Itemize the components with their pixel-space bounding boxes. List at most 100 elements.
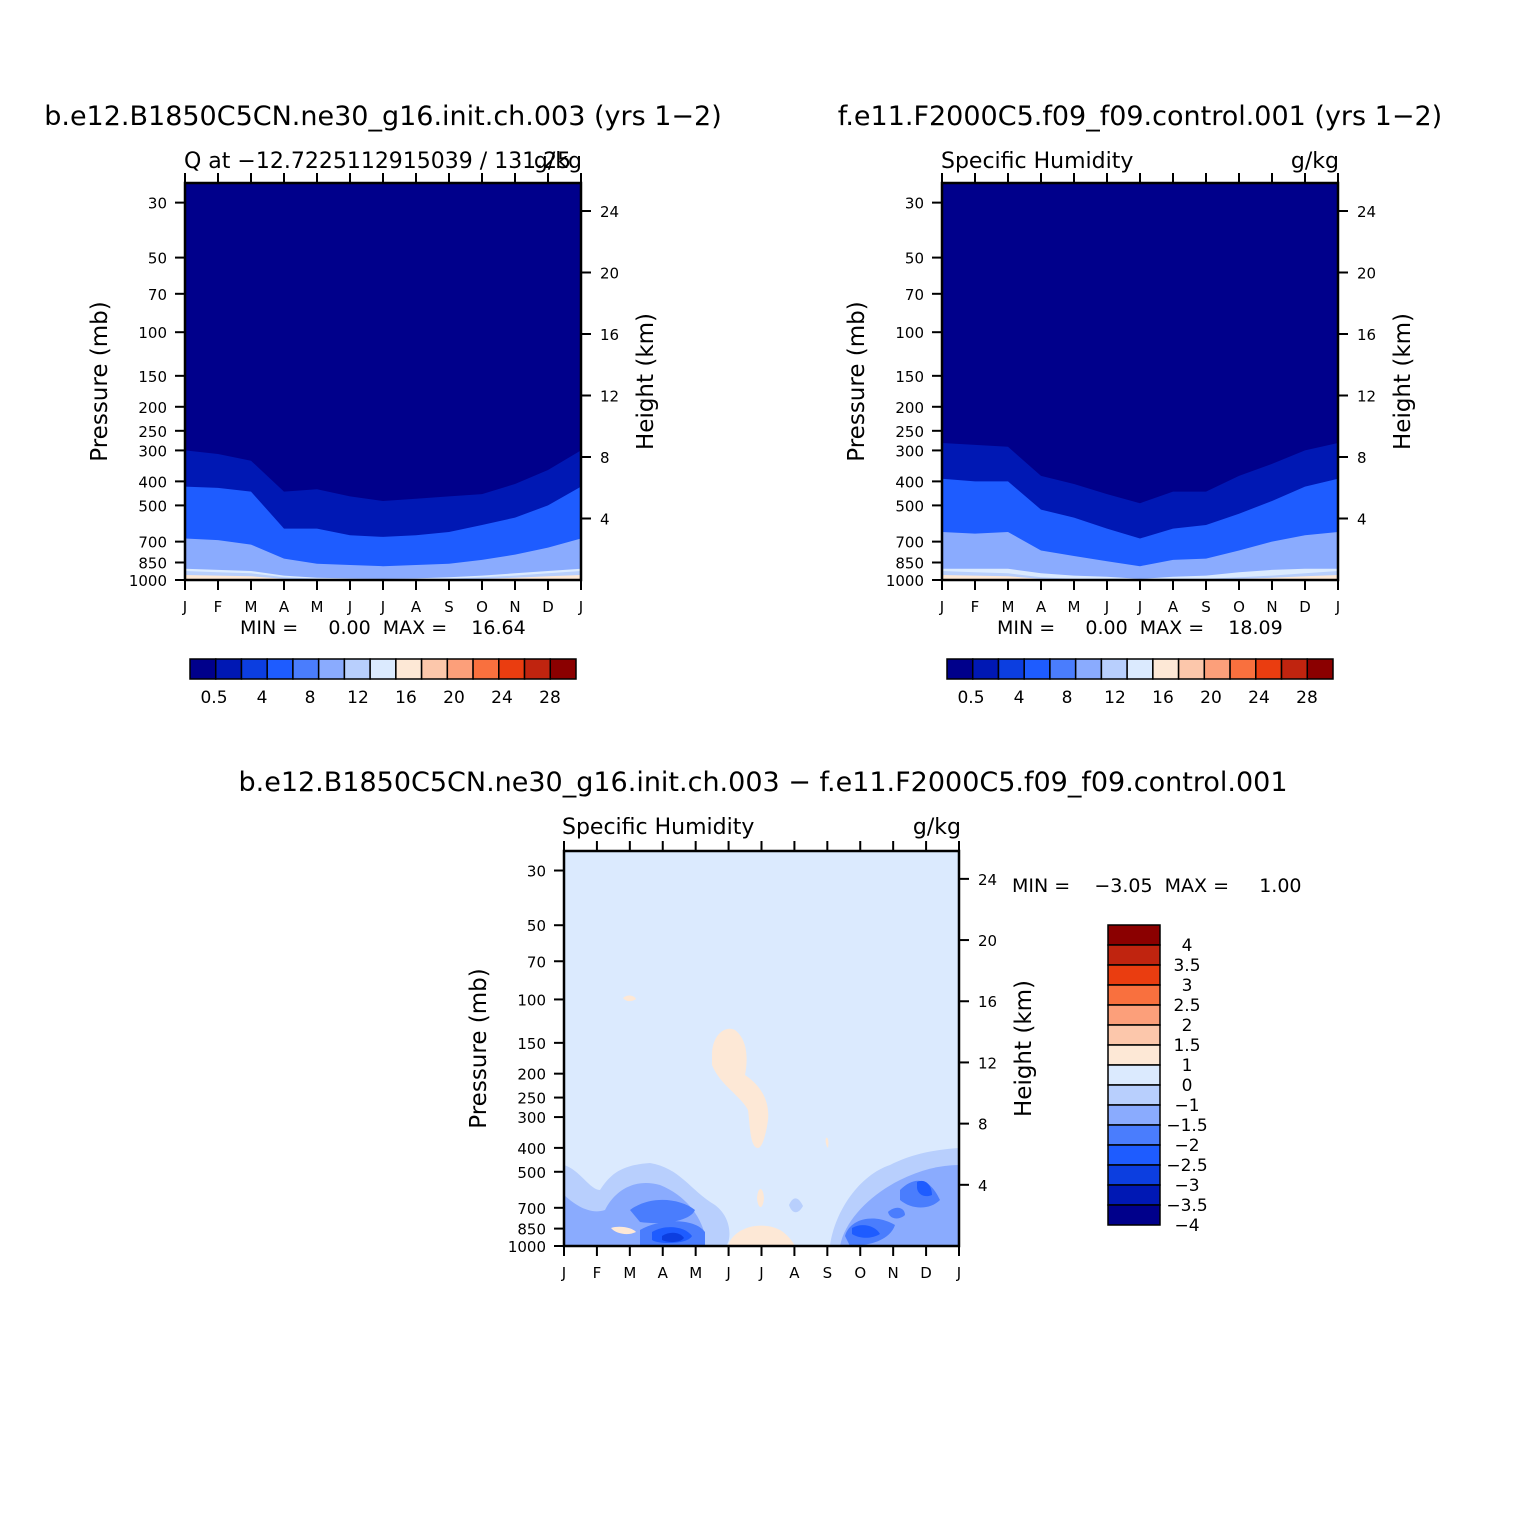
x-tick-label: M — [1068, 598, 1081, 616]
colorbar-label: −1.5 — [1166, 1116, 1207, 1136]
colorbar-swatch — [1107, 984, 1161, 1006]
colorbar-swatch — [498, 658, 526, 680]
x-tick-label: D — [542, 598, 554, 616]
x-tick-label: J — [1335, 598, 1340, 616]
y2-tick-label: 24 — [1357, 203, 1376, 221]
y2-tick-label: 8 — [600, 449, 610, 467]
colorbar-swatch — [1023, 658, 1051, 680]
x-tick-label: J — [939, 598, 944, 616]
colorbar-swatch — [1255, 658, 1283, 680]
contour-fill-group — [564, 851, 959, 1246]
contour-pos-upper-tongue — [712, 1028, 769, 1148]
panel-units: g/kg — [913, 815, 961, 840]
panel-main-title: b.e12.B1850C5CN.ne30_g16.init.ch.003 − f… — [238, 767, 1287, 798]
colorbar-label: 4 — [1014, 688, 1025, 708]
x-tick-label: J — [561, 1264, 566, 1282]
y-tick-label: 400 — [517, 1140, 546, 1158]
y2-tick-label: 12 — [978, 1054, 997, 1072]
colorbar-swatch — [1074, 658, 1103, 680]
y-tick-label: 700 — [895, 534, 924, 552]
y2-tick-label: 24 — [600, 203, 619, 221]
colorbar-swatch — [292, 658, 320, 680]
colorbar-swatch — [1177, 658, 1206, 680]
y-tick-label: 200 — [138, 399, 167, 417]
colorbar-swatch — [523, 658, 552, 680]
y-tick-label: 200 — [517, 1066, 546, 1084]
colorbar-swatch — [1107, 1084, 1161, 1106]
colorbar-swatch — [1107, 1124, 1161, 1146]
colorbar-swatch — [317, 658, 346, 680]
colorbar-swatch — [1107, 1064, 1161, 1086]
y-tick-label: 1000 — [129, 572, 167, 590]
x-tick-label: A — [411, 598, 422, 616]
colorbar-label: −3 — [1174, 1176, 1199, 1196]
y-tick-label: 150 — [895, 368, 924, 386]
y-tick-label: 850 — [138, 555, 167, 573]
colorbar-swatch — [1107, 1144, 1161, 1166]
colorbar-swatch — [1107, 964, 1161, 986]
x-tick-label: S — [1201, 598, 1211, 616]
x-tick-label: M — [689, 1264, 702, 1282]
x-tick-label: J — [758, 1264, 763, 1282]
y2-axis-label: Height (km) — [633, 313, 659, 450]
colorbar-label: 16 — [395, 688, 417, 708]
y-axis-label: Pressure (mb) — [844, 301, 870, 461]
colorbar-label: 28 — [539, 688, 561, 708]
y2-tick-label: 4 — [978, 1177, 988, 1195]
contour-pos-surface-bump — [728, 1225, 795, 1246]
y-tick-label: 400 — [895, 473, 924, 491]
colorbar-swatch — [997, 658, 1025, 680]
x-tick-label: J — [1104, 598, 1109, 616]
x-tick-label: J — [347, 598, 352, 616]
y-tick-label: 850 — [895, 555, 924, 573]
x-tick-label: N — [888, 1264, 899, 1282]
y-tick-label: 50 — [527, 917, 546, 935]
x-tick-label: M — [245, 598, 258, 616]
y-tick-label: 250 — [517, 1090, 546, 1108]
x-tick-label: M — [1002, 598, 1015, 616]
colorbar-label: 16 — [1152, 688, 1174, 708]
contour-fill-group — [942, 183, 1338, 580]
colorbar-swatch — [1107, 1164, 1161, 1186]
y-tick-label: 50 — [148, 250, 167, 268]
x-tick-label: M — [311, 598, 324, 616]
x-tick-label: O — [476, 598, 488, 616]
colorbar-label: 4 — [257, 688, 268, 708]
colorbar-label: 3.5 — [1173, 956, 1200, 976]
colorbar-swatch — [240, 658, 268, 680]
colorbar-label: 1 — [1182, 1056, 1193, 1076]
panel-left-title: Specific Humidity — [562, 815, 754, 840]
y-tick-label: 100 — [138, 324, 167, 342]
y2-tick-label: 12 — [600, 388, 619, 406]
panel-main-title: b.e12.B1850C5CN.ne30_g16.init.ch.003 (yr… — [44, 101, 722, 132]
x-tick-label: J — [380, 598, 385, 616]
x-tick-label: M — [623, 1264, 636, 1282]
y-tick-label: 150 — [517, 1035, 546, 1053]
y-axis-label: Pressure (mb) — [466, 968, 492, 1128]
y-tick-label: 1000 — [886, 572, 924, 590]
y2-tick-label: 4 — [600, 511, 610, 529]
y2-tick-label: 20 — [978, 932, 997, 950]
contour-band-3 — [942, 532, 1338, 580]
colorbar-label: 0.5 — [957, 688, 984, 708]
y-tick-label: 500 — [138, 497, 167, 515]
colorbar-label: −3.5 — [1166, 1196, 1207, 1216]
colorbar-label: 24 — [1248, 688, 1270, 708]
x-tick-label: J — [578, 598, 583, 616]
colorbar-label: −2.5 — [1166, 1156, 1207, 1176]
y-tick-label: 850 — [517, 1221, 546, 1239]
plot-frame — [562, 849, 961, 1248]
panel-main-title: f.e11.F2000C5.f09_f09.control.001 (yrs 1… — [838, 101, 1442, 132]
colorbar-label: 12 — [1104, 688, 1126, 708]
colorbar-swatch — [343, 658, 371, 680]
panel-minmax: MIN = −3.05 MAX = 1.00 — [1012, 875, 1302, 897]
colorbar-swatch — [1049, 658, 1077, 680]
y-tick-label: 250 — [895, 423, 924, 441]
x-tick-label: J — [1137, 598, 1142, 616]
colorbar-swatch — [1107, 924, 1161, 946]
colorbar-swatch — [395, 658, 423, 680]
colorbar-label: 0 — [1182, 1076, 1193, 1096]
colorbar-swatch — [1107, 1044, 1161, 1066]
contour-band-3 — [185, 538, 581, 580]
